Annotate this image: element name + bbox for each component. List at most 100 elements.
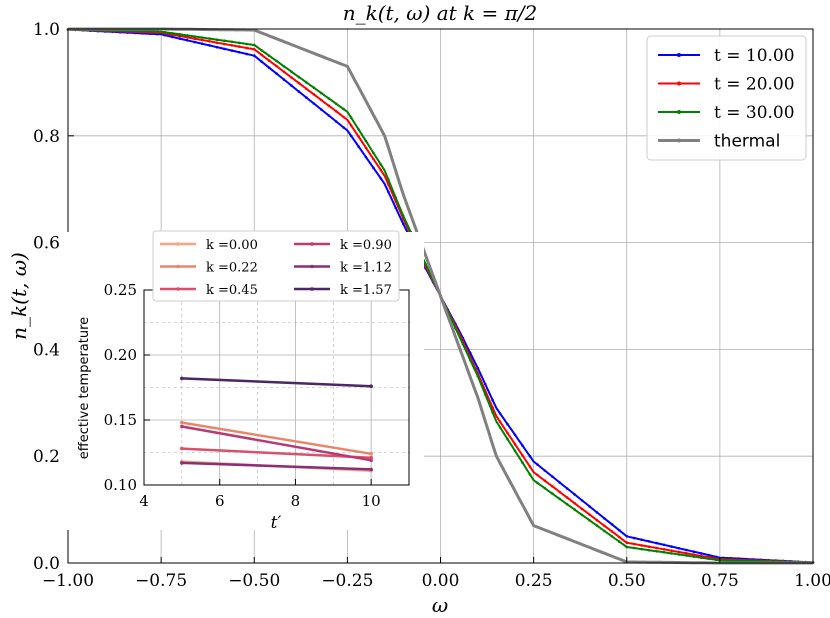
data-point — [320, 108, 323, 111]
data-point — [662, 551, 666, 554]
data-point — [737, 559, 740, 563]
data-point — [260, 60, 264, 63]
data-point — [267, 59, 271, 62]
main-x-ticks: −1.00 −0.75 −0.50 −0.25 0.00 0.25 0.50 0.75 1.00 — [42, 557, 830, 591]
data-point — [327, 104, 331, 107]
data-point — [267, 54, 271, 57]
data-point — [707, 557, 710, 560]
inset-legend-marker — [310, 287, 314, 291]
data-point — [379, 168, 383, 172]
main-x-tick-label: −0.25 — [321, 571, 373, 591]
data-point — [551, 475, 554, 478]
data-point — [729, 559, 733, 562]
data-point — [297, 81, 301, 85]
main-x-tick-label: −0.50 — [228, 571, 280, 591]
data-point — [349, 116, 353, 119]
data-point — [603, 524, 606, 528]
data-point — [610, 523, 614, 526]
main-title: n_k(t, ω) at k = π/2 — [343, 1, 538, 25]
data-point — [558, 490, 561, 494]
inset-y-axis-label: effective temperature — [77, 317, 92, 459]
data-point — [647, 548, 651, 552]
data-point — [513, 442, 517, 446]
data-point — [647, 540, 651, 543]
data-point — [238, 45, 241, 48]
data-point — [685, 548, 688, 552]
data-point — [260, 53, 264, 57]
inset-y-tick-label: 0.15 — [104, 411, 137, 429]
data-point — [610, 535, 614, 538]
data-point — [357, 128, 360, 131]
data-point — [320, 98, 323, 102]
inset-data-point — [369, 467, 373, 472]
data-point — [588, 513, 591, 516]
data-point — [290, 76, 293, 79]
inset-legend-label: k =1.57 — [340, 283, 392, 298]
data-point — [238, 51, 241, 54]
inset-y-tick-label: 0.25 — [104, 281, 137, 299]
data-point — [685, 554, 688, 557]
inset-legend-label: k =1.12 — [340, 261, 392, 276]
data-point — [290, 84, 293, 87]
main-x-axis-label: ω — [432, 593, 448, 617]
data-point — [178, 33, 182, 36]
data-point — [245, 52, 249, 56]
inset-data-point — [369, 384, 373, 389]
data-point — [372, 166, 375, 170]
data-point — [655, 546, 658, 550]
inset-legend-label: k =0.45 — [206, 283, 258, 298]
legend-label: t = 30.00 — [714, 103, 795, 123]
data-point — [245, 42, 249, 46]
data-point — [573, 501, 576, 505]
legend-label: t = 20.00 — [714, 75, 795, 95]
data-point — [632, 546, 636, 550]
data-point — [253, 43, 256, 47]
data-point — [670, 552, 673, 555]
inset-x-tick-label: 4 — [139, 492, 149, 510]
data-point — [297, 90, 301, 93]
data-point — [506, 437, 509, 441]
data-point — [342, 126, 345, 129]
data-point — [595, 518, 599, 522]
data-point — [536, 481, 539, 485]
main-x-tick-label: 0.00 — [422, 571, 460, 591]
data-point — [193, 37, 196, 40]
data-point — [483, 393, 487, 396]
inset-data-point — [369, 458, 373, 463]
inset-series-path — [181, 425, 372, 462]
inset-legend-box — [152, 230, 400, 302]
data-point — [521, 461, 524, 464]
data-point — [156, 30, 159, 33]
data-point — [141, 29, 144, 33]
inset-legend-label: k =0.22 — [206, 261, 258, 276]
data-point — [640, 547, 643, 551]
data-point — [528, 454, 532, 458]
data-point — [573, 493, 576, 496]
data-point — [498, 420, 502, 424]
data-point — [402, 222, 405, 226]
data-point — [588, 505, 591, 508]
inset-y-tick-label: 0.10 — [104, 476, 137, 494]
legend-marker — [677, 110, 681, 114]
data-point — [394, 196, 398, 199]
data-point — [171, 35, 174, 39]
inset-series-line — [180, 446, 373, 460]
data-point — [714, 555, 718, 559]
data-point — [573, 508, 576, 511]
data-point — [632, 542, 636, 546]
data-point — [379, 163, 383, 166]
data-point — [178, 37, 182, 40]
data-point — [491, 411, 494, 414]
data-point — [402, 214, 405, 218]
main-y-axis-label: n_k(t, ω) — [7, 252, 31, 340]
data-point — [342, 107, 345, 111]
data-point — [521, 444, 524, 447]
main-legend: t = 10.00 t = 20.00 t = 30.00 thermal — [646, 35, 807, 161]
legend-label: thermal — [714, 132, 780, 152]
data-point — [588, 519, 591, 522]
data-point — [282, 65, 286, 68]
data-point — [334, 102, 338, 106]
data-point — [543, 486, 547, 490]
inset-x-ticks: 4 6 8 10 — [139, 479, 381, 510]
